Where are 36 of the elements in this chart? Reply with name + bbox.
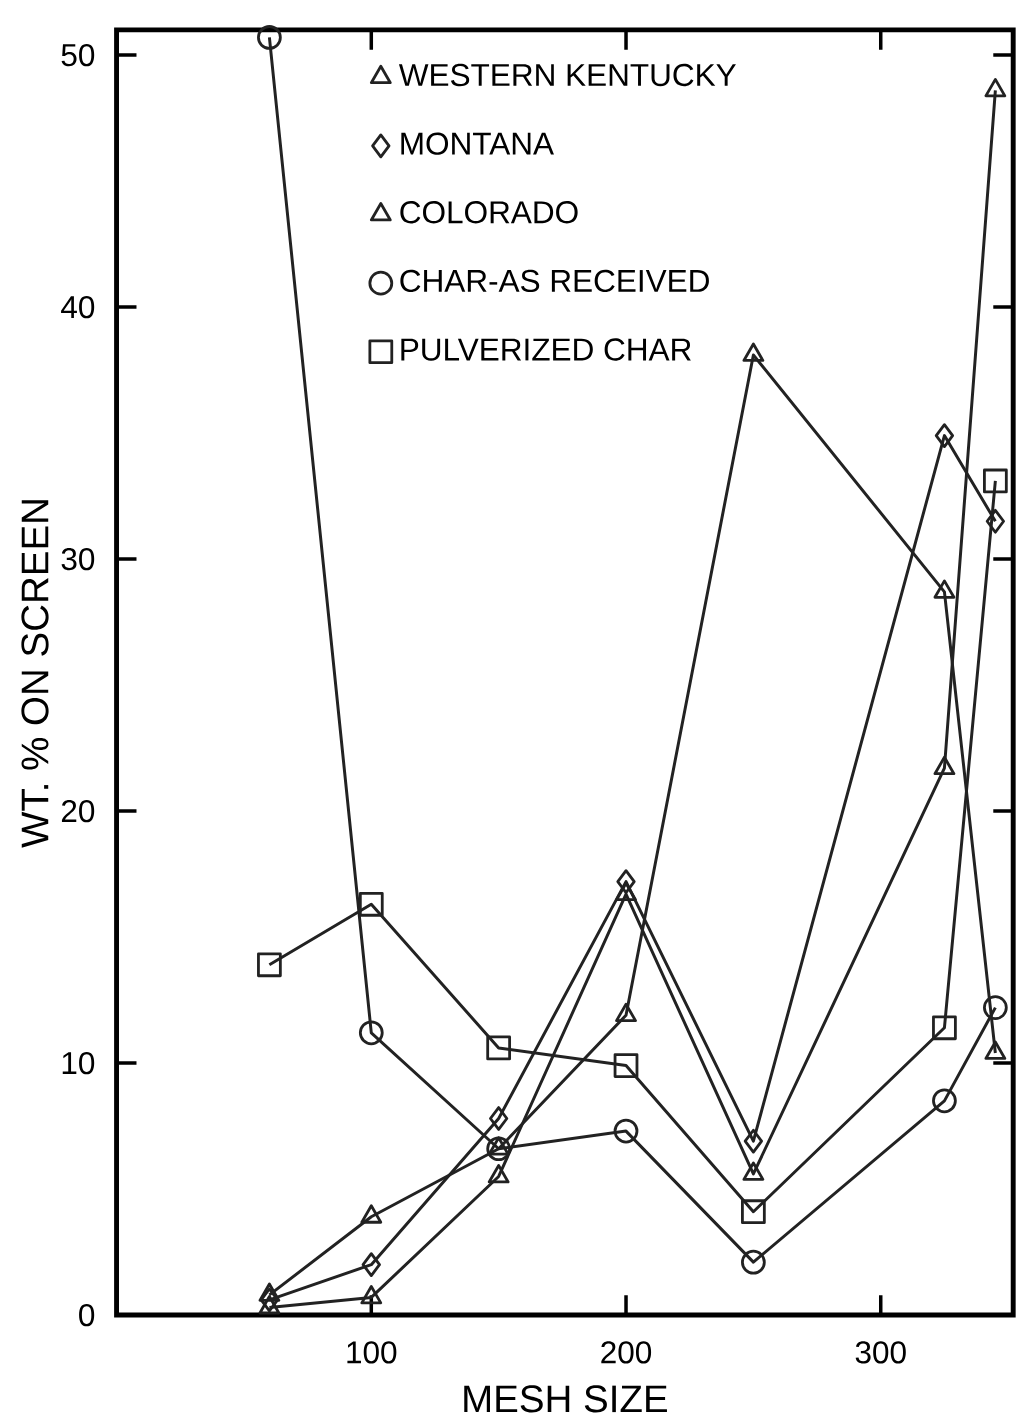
legend-label: CHAR-AS RECEIVED [400, 269, 709, 293]
y-tick-label: 20 [61, 799, 95, 823]
point [358, 1020, 384, 1046]
legend-label: PULVERIZED CHAR [401, 338, 691, 361]
point [486, 1136, 511, 1162]
x-tick-label: 200 [601, 1341, 651, 1364]
point [740, 1199, 766, 1225]
point [488, 1106, 509, 1131]
point [361, 1252, 381, 1278]
x-tick-label: 100 [347, 1341, 397, 1364]
legend-label: MONTANA [401, 132, 554, 155]
point [985, 508, 1005, 534]
y-tick-label: 30 [61, 547, 95, 571]
point [743, 1128, 763, 1154]
point [613, 1053, 639, 1078]
point [931, 1015, 957, 1041]
x-tick-label: 300 [855, 1341, 906, 1364]
x-axis-title: MESH SIZE [464, 1385, 667, 1413]
point [486, 1035, 511, 1061]
point [256, 952, 282, 978]
point [358, 891, 384, 917]
y-tick-label: 40 [60, 295, 95, 319]
point [982, 995, 1008, 1020]
point [982, 468, 1008, 494]
point [934, 423, 954, 448]
point [740, 1249, 766, 1275]
y-tick-label: 10 [62, 1051, 95, 1075]
legend-label: COLORADO [400, 201, 578, 224]
point [256, 25, 282, 50]
legend-label: WESTERN KENTUCKY [398, 63, 736, 87]
y-tick-label: 0 [79, 1303, 95, 1327]
point [931, 1088, 957, 1114]
point [616, 869, 636, 894]
point [613, 1118, 639, 1144]
y-tick-label: 50 [61, 43, 95, 67]
y-axis-title: WT. % ON SCREEN [21, 500, 49, 848]
